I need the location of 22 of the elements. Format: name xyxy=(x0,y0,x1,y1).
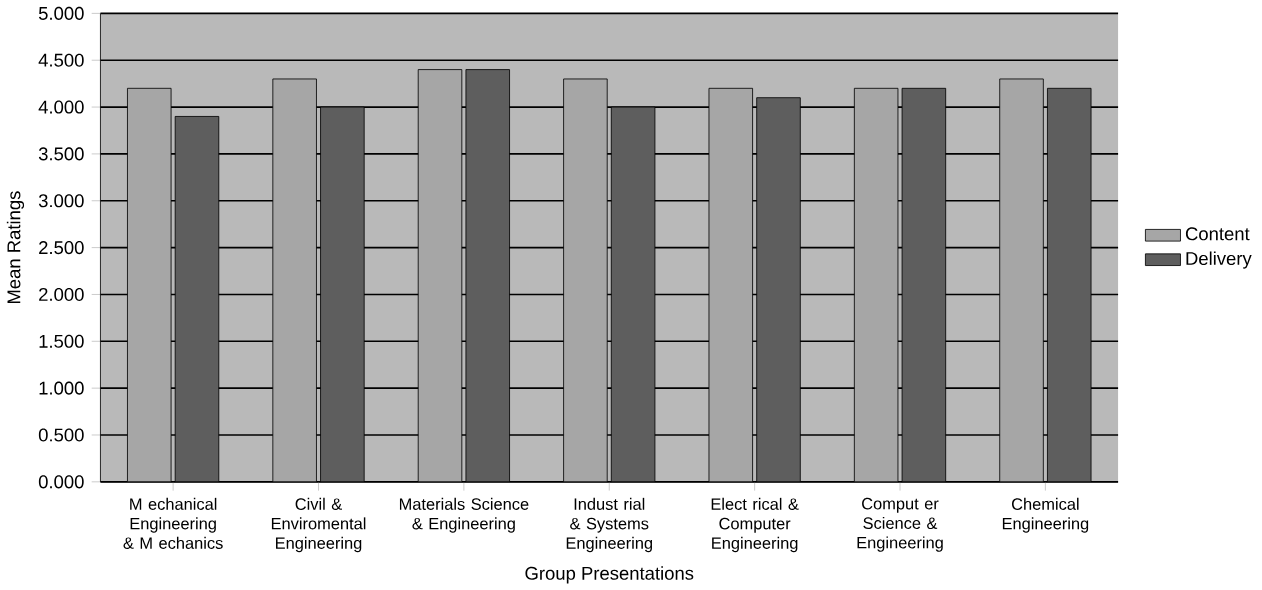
legend-label: Content xyxy=(1185,227,1250,241)
legend-label: Delivery xyxy=(1186,251,1252,269)
y-tick-label: 5.000 xyxy=(38,6,84,20)
x-tick-label: Civil & Enviromental Engineering xyxy=(271,497,366,553)
y-tick-label: 0.000 xyxy=(38,475,84,489)
x-tick-label: Elect rical & Computer Engineering xyxy=(711,497,799,553)
y-axis-title: Mean Ratings xyxy=(6,191,25,303)
y-tick-label: 0.500 xyxy=(38,428,84,442)
y-tick-label: 4.000 xyxy=(38,100,84,114)
y-tick-label: 2.500 xyxy=(39,240,84,254)
x-tick-label: Indust rial & Systems Engineering xyxy=(566,497,653,553)
y-tick-label: 3.000 xyxy=(38,194,84,208)
x-tick-label: Materials Science & Engineering xyxy=(399,497,529,533)
x-tick-label: M echanical Engineering & M echanics xyxy=(123,497,223,549)
x-axis-title: Group Presentations xyxy=(525,566,694,584)
y-tick-label: 1.000 xyxy=(39,381,84,395)
x-tick-label: Comput er Science & Engineering xyxy=(857,497,943,552)
y-tick-label: 3.500 xyxy=(38,147,84,161)
y-tick-label: 2.000 xyxy=(39,287,84,301)
y-tick-label: 4.500 xyxy=(38,53,84,67)
y-tick-label: 1.500 xyxy=(39,334,84,348)
x-tick-label: Chemical Engineering xyxy=(1002,497,1089,533)
